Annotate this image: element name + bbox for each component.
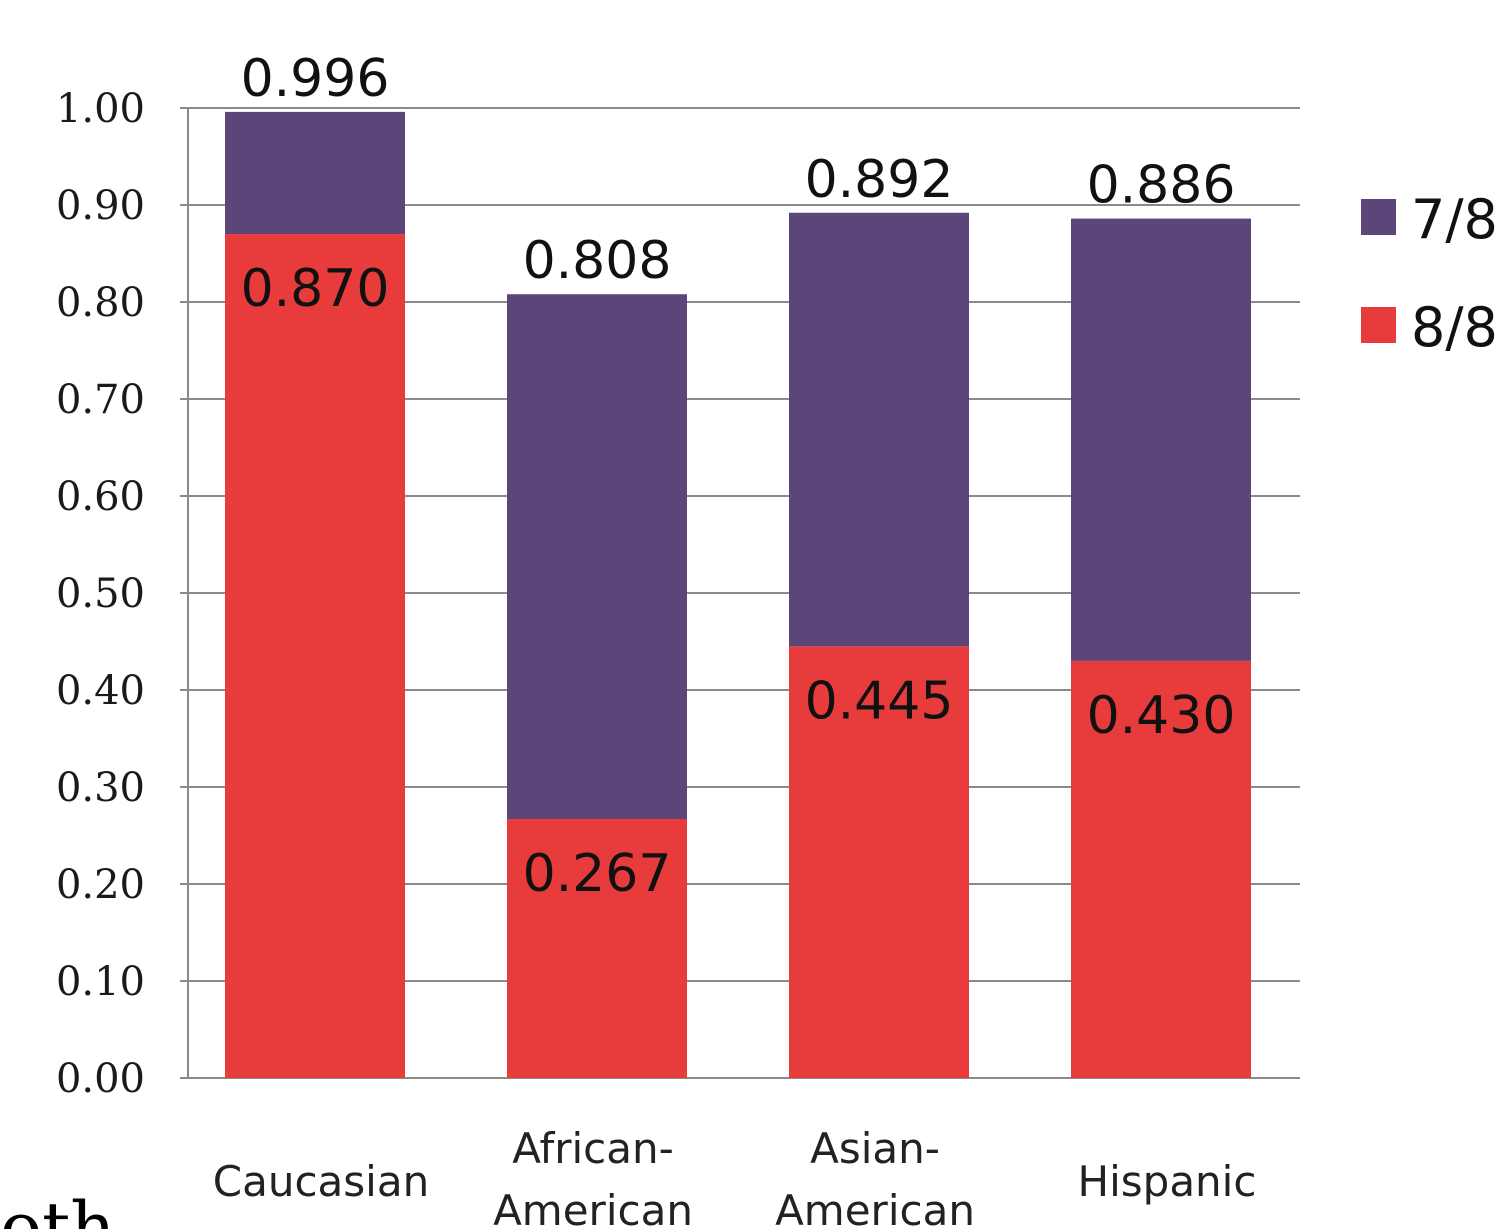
category-label: American: [775, 1186, 975, 1229]
axes: 0.00 0.10 0.20 0.30 0.40 0.50 0.60 0.70 0.80 0.90…: [56, 86, 189, 1102]
bar-segment-7-8: [789, 212, 969, 647]
bar-segment-7-8: [507, 294, 687, 820]
category-label: Caucasian: [213, 1157, 429, 1206]
y-tick-label: 0.70: [56, 377, 145, 423]
segment-value-label: 0.267: [523, 844, 672, 904]
category-label: American: [493, 1186, 693, 1229]
y-tick-label: 0.10: [56, 959, 145, 1005]
category-label: Asian-: [810, 1124, 940, 1173]
legend-label: 8/8: [1411, 296, 1495, 359]
y-tick-label: 0.00: [56, 1056, 145, 1102]
legend-label: 7/8: [1411, 188, 1495, 251]
y-tick-label: 0.50: [56, 571, 145, 617]
bar-segment-8-8: [789, 646, 969, 1078]
bar-segment-8-8: [1071, 660, 1251, 1078]
y-tick-label: 0.90: [56, 183, 145, 229]
y-tick-label: 0.40: [56, 668, 145, 714]
category-label: Hispanic: [1078, 1157, 1257, 1206]
bar-segment-7-8: [225, 111, 405, 235]
y-tick-label: 0.60: [56, 474, 145, 520]
bottom-left-text-fragment: oth: [0, 1187, 115, 1229]
bar-segment-8-8: [225, 234, 405, 1079]
legend: 7/8 8/8: [1361, 188, 1495, 359]
category-label: African-: [512, 1124, 674, 1173]
page-edge-fragments: oth: [0, 1187, 115, 1229]
y-tick-label: 0.30: [56, 765, 145, 811]
segment-value-label: 0.870: [241, 259, 390, 319]
category-labels: Caucasian African- American Asian- American H…: [213, 1124, 1257, 1229]
bars: [225, 111, 1251, 1079]
data-labels: 0.870 0.996 0.267 0.808 0.445 0.892 0.430 0.886: [241, 49, 1236, 904]
segment-value-label: 0.430: [1087, 686, 1236, 746]
total-value-label: 0.886: [1087, 156, 1236, 216]
y-tick-label: 1.00: [56, 86, 145, 132]
total-value-label: 0.808: [523, 231, 672, 291]
segment-value-label: 0.445: [805, 671, 954, 731]
bar-segment-8-8: [507, 819, 687, 1078]
y-tick-label: 0.80: [56, 280, 145, 326]
legend-swatch: [1361, 199, 1396, 235]
total-value-label: 0.892: [805, 150, 954, 210]
bar-segment-7-8: [1071, 218, 1251, 661]
total-value-label: 0.996: [241, 49, 390, 109]
y-tick-label: 0.20: [56, 862, 145, 908]
legend-swatch: [1361, 307, 1396, 343]
